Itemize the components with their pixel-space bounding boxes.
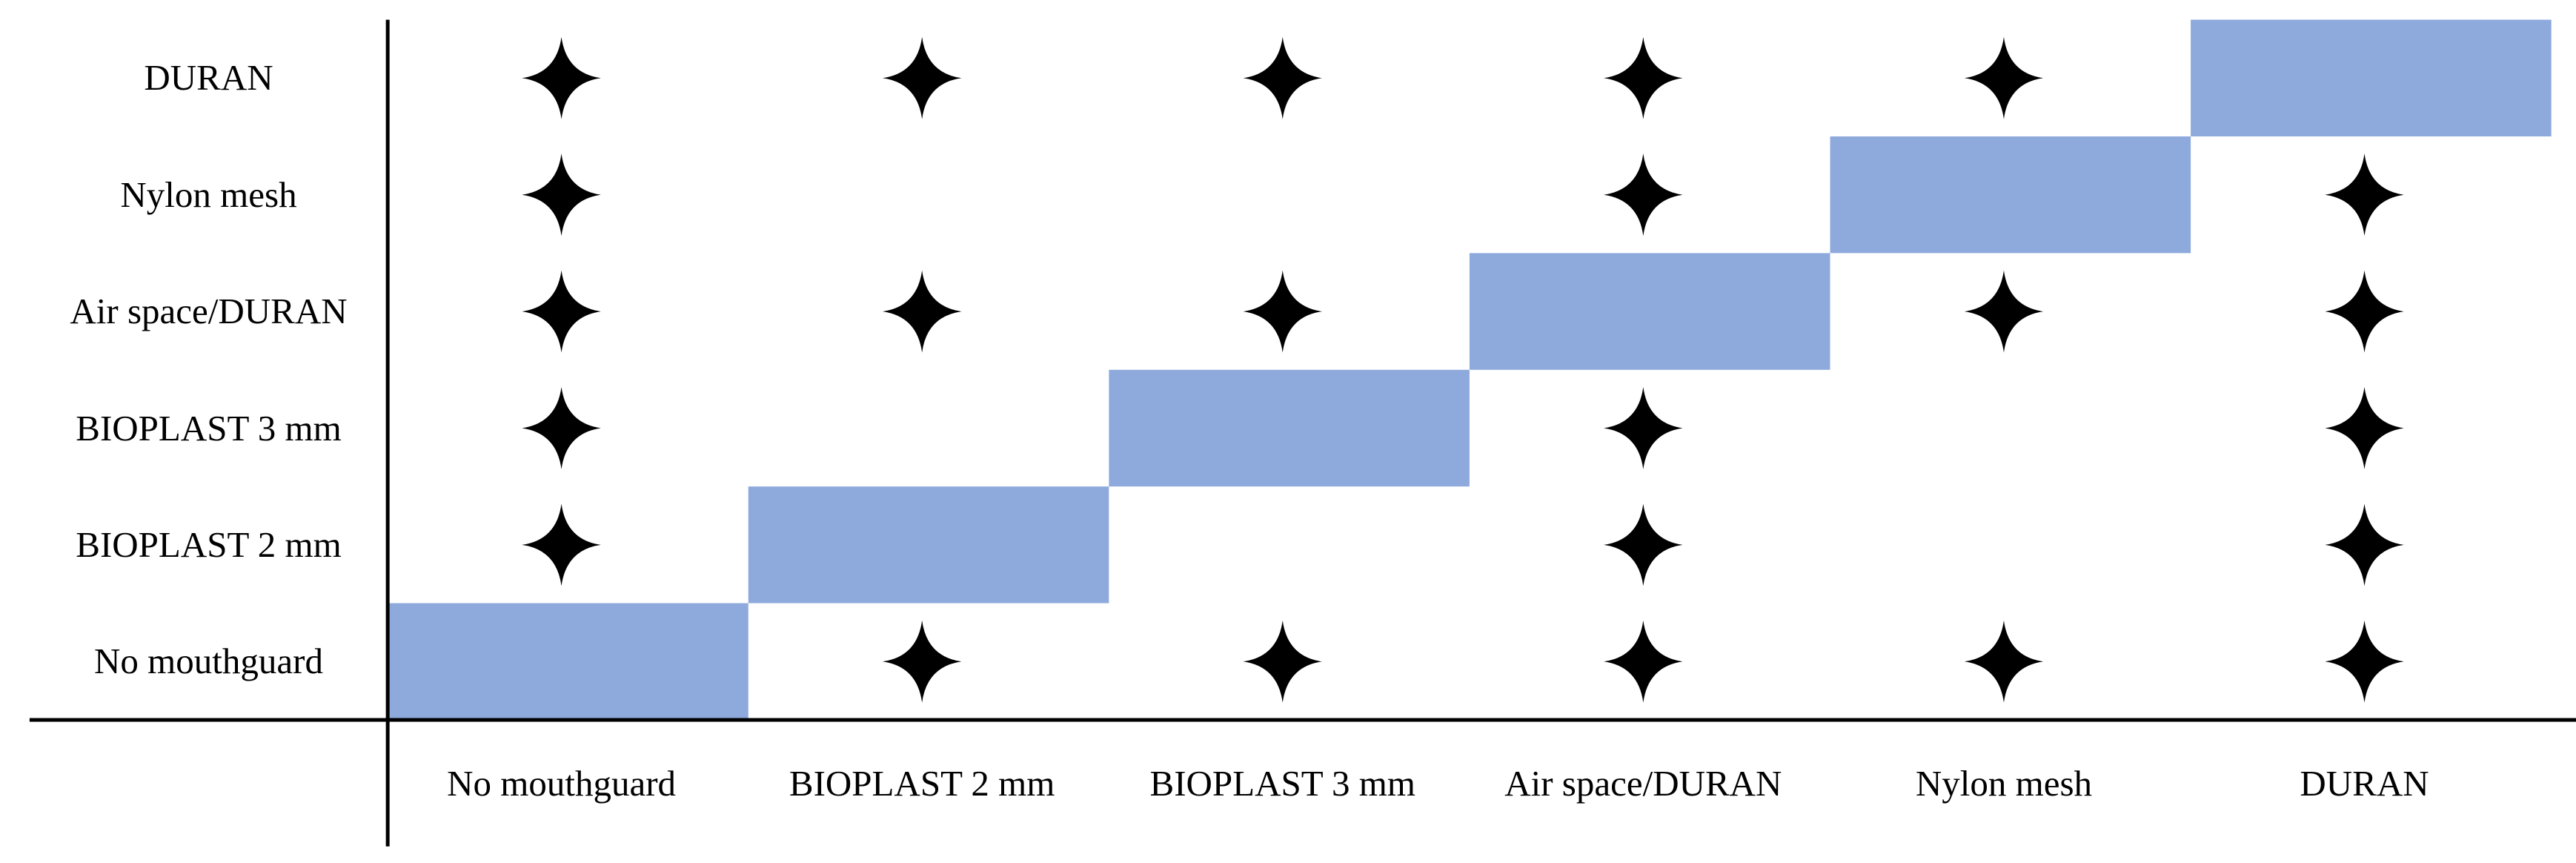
row-label: BIOPLAST 3 mm [76, 407, 342, 449]
diagonal-cell [748, 486, 1109, 604]
diagonal-cell [1469, 253, 1830, 370]
significance-star [1243, 270, 1322, 353]
significance-star [882, 270, 962, 353]
column-label: BIOPLAST 2 mm [789, 763, 1055, 804]
significance-star [1604, 36, 1683, 119]
significance-star [1964, 620, 2044, 703]
significance-star [522, 387, 601, 469]
diagonal-cell [1830, 136, 2191, 254]
row-label: DURAN [144, 57, 273, 99]
significance-star [1604, 387, 1683, 469]
significance-star [1604, 620, 1683, 703]
row-label: Air space/DURAN [70, 291, 348, 332]
significance-star [1604, 153, 1683, 237]
significance-star [1964, 36, 2044, 119]
significance-star [1243, 36, 1322, 119]
significance-star [1604, 503, 1683, 586]
significance-star [882, 36, 962, 119]
significance-star [522, 270, 601, 353]
diagonal-cell [2191, 19, 2552, 136]
significance-star [2325, 387, 2404, 469]
column-label: No mouthguard [447, 763, 677, 804]
significance-star [522, 503, 601, 586]
diagonal-cell [1109, 369, 1470, 487]
diagonal-cell [388, 603, 748, 720]
significance-star [522, 153, 601, 237]
significance-star [2325, 503, 2404, 586]
column-label: BIOPLAST 3 mm [1149, 763, 1415, 804]
significance-star [522, 36, 601, 119]
column-label: Nylon mesh [1915, 763, 2093, 804]
row-label: Nylon mesh [120, 173, 297, 215]
significance-star [2325, 270, 2404, 353]
significance-star [1964, 270, 2044, 353]
significance-star [2325, 153, 2404, 237]
row-label: No mouthguard [94, 641, 323, 682]
significance-star [882, 620, 962, 703]
column-label: DURAN [2300, 763, 2429, 804]
row-label: BIOPLAST 2 mm [76, 523, 342, 565]
significance-star [2325, 620, 2404, 703]
column-label: Air space/DURAN [1504, 763, 1782, 804]
significance-star [1243, 620, 1322, 703]
